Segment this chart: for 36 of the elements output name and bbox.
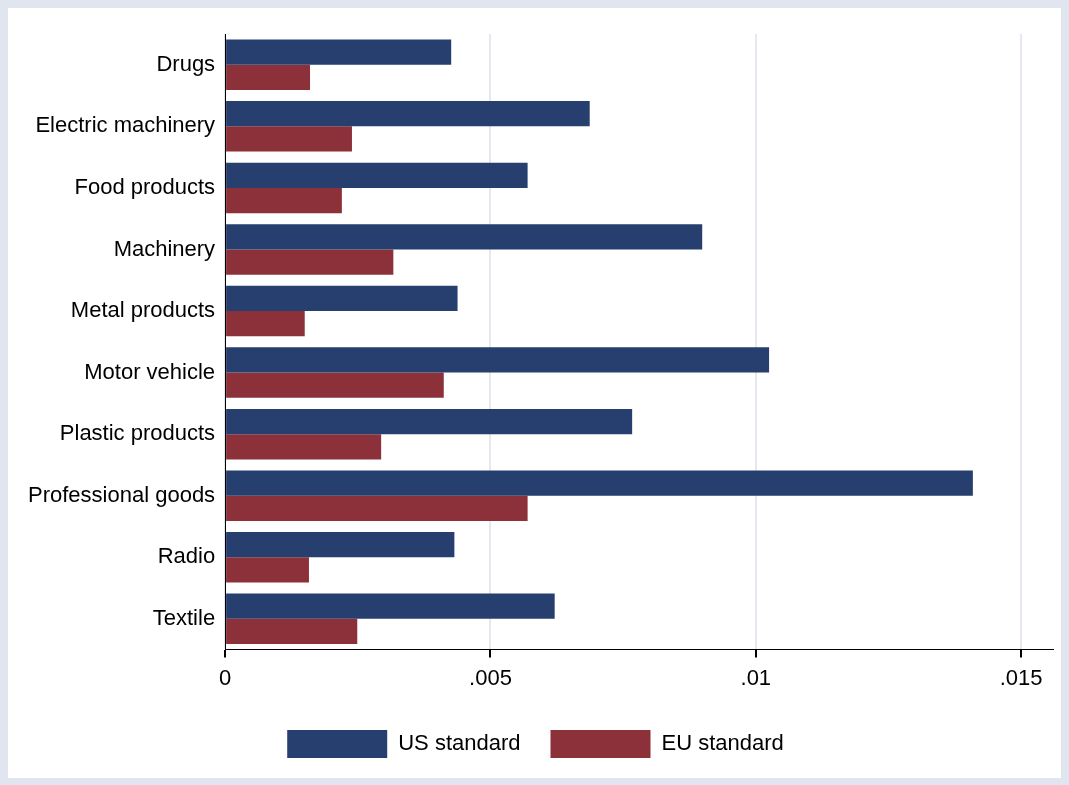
bar bbox=[226, 557, 309, 583]
y-tick-label: Machinery bbox=[113, 235, 216, 261]
x-tick-label: .005 bbox=[469, 664, 512, 690]
bar bbox=[226, 532, 455, 558]
y-tick-label: Motor vehicle bbox=[84, 358, 216, 384]
bar bbox=[226, 372, 444, 398]
x-tick-label: .01 bbox=[740, 664, 772, 690]
bar bbox=[226, 285, 458, 312]
bar bbox=[226, 618, 358, 645]
bar bbox=[226, 64, 311, 91]
y-tick-label: Textile bbox=[152, 604, 216, 630]
legend-label: US standard bbox=[398, 730, 521, 756]
y-tick-label: Food products bbox=[74, 173, 216, 199]
legend-label: EU standard bbox=[661, 730, 784, 756]
bar bbox=[226, 126, 352, 152]
bar bbox=[226, 101, 590, 127]
bar bbox=[226, 434, 382, 460]
bar bbox=[226, 224, 703, 250]
bar bbox=[226, 470, 973, 496]
x-tick-label: 0 bbox=[218, 664, 232, 690]
y-tick-label: Radio bbox=[157, 543, 216, 569]
bar bbox=[226, 39, 452, 65]
bar bbox=[226, 593, 555, 619]
bar bbox=[226, 495, 528, 521]
bar bbox=[226, 249, 394, 275]
bar bbox=[226, 347, 770, 373]
bar bbox=[226, 408, 633, 435]
y-tick-label: Plastic products bbox=[59, 420, 216, 446]
y-tick-label: Drugs bbox=[156, 50, 216, 76]
bar bbox=[226, 187, 342, 214]
y-tick-label: Electric machinery bbox=[35, 112, 216, 138]
bar bbox=[226, 311, 305, 337]
x-tick-label: .015 bbox=[999, 664, 1043, 690]
y-tick-label: Professional goods bbox=[27, 481, 216, 507]
y-tick-label: Metal products bbox=[70, 297, 216, 323]
bar bbox=[226, 162, 528, 188]
